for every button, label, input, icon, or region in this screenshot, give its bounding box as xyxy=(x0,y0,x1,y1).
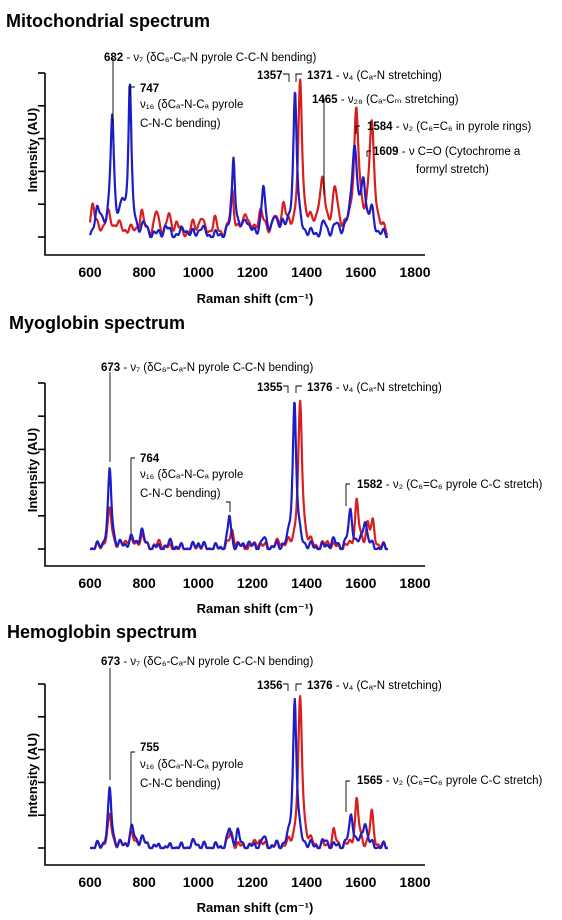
x-tick-label: 1800 xyxy=(399,874,430,890)
x-tick-label: 1200 xyxy=(237,874,268,890)
spectrum-blue-line xyxy=(89,401,389,551)
axis-frame xyxy=(44,73,425,256)
annotation-1584: 1584 - ν₂ (C₆=C₆ in pyrole rings) xyxy=(367,121,531,133)
axis-frame xyxy=(44,383,425,567)
leader-1584 xyxy=(355,125,360,134)
x-tick-label: 600 xyxy=(78,264,102,280)
x-tick-label: 1200 xyxy=(237,575,268,591)
x-tick-label: 1400 xyxy=(291,264,322,280)
leader-747 xyxy=(129,86,135,97)
annotation-1565: 1565 - ν₂ (C₆=C₆ pyrole C-C stretch) xyxy=(357,775,543,787)
leader-1371 xyxy=(295,73,302,82)
x-tick-label: 800 xyxy=(132,264,156,280)
annotation-755-mode: ν₁₆ (δCₐ-N-Cₐ pyrole xyxy=(140,759,243,771)
x-tick-label: 1400 xyxy=(291,575,322,591)
leader-1355 xyxy=(283,385,289,393)
panel-myoglobin: Myoglobin spectrum Intensity (AU) Raman … xyxy=(9,313,543,616)
x-tick-label: 1400 xyxy=(291,874,322,890)
x-tick-label: 1800 xyxy=(399,264,430,280)
annotation-764-mode: ν₁₆ (δCₐ-N-Cₐ pyrole xyxy=(140,469,243,481)
spectra xyxy=(89,399,389,551)
spectrum-blue-line xyxy=(89,697,389,850)
annotation-747-desc: C-N-C bending) xyxy=(140,118,221,130)
annotation-755-value: 755 xyxy=(140,742,160,754)
spectra xyxy=(88,78,389,239)
x-tick-label: 600 xyxy=(78,575,102,591)
annotation-673: 673 - ν₇ (δC₆-Cₐ-N pyrole C-C-N bending) xyxy=(101,656,313,668)
annotation-764-desc: C-N-C bending) xyxy=(140,488,221,500)
leader-764 xyxy=(130,457,135,533)
panel-title: Hemoglobin spectrum xyxy=(7,622,197,642)
spectrum-blue-line xyxy=(88,83,389,239)
y-axis-label: Intensity (AU) xyxy=(25,428,40,513)
x-tick-label: 1600 xyxy=(345,874,376,890)
annotation-1356: 1356 xyxy=(257,680,283,692)
panel-mitochondrial: Mitochondrial spectrum Intensity (AU) Ra… xyxy=(6,11,531,306)
x-tick-label: 1600 xyxy=(345,575,376,591)
leader-1115 xyxy=(226,501,231,512)
annotation-1609-desc: formyl stretch) xyxy=(416,164,489,176)
panel-hemoglobin: Hemoglobin spectrum Intensity (AU) Raman… xyxy=(7,622,543,915)
y-axis-label: Intensity (AU) xyxy=(25,108,40,193)
x-tick-label: 800 xyxy=(132,874,156,890)
annotation-1609: 1609 - ν C=O (Cytochrome a xyxy=(373,146,521,158)
annotation-1371: 1371 - ν₄ (Cₐ-N stretching) xyxy=(307,70,442,82)
leader-1565 xyxy=(345,780,350,812)
x-tick-labels: 600 800 1000 1200 1400 1600 1800 xyxy=(78,575,430,591)
x-tick-labels: 600 800 1000 1200 1400 1600 1800 xyxy=(78,874,430,890)
leader-1376 xyxy=(295,385,302,393)
y-ticks xyxy=(38,382,45,550)
y-axis-label: Intensity (AU) xyxy=(25,733,40,818)
annotation-755-desc: C-N-C bending) xyxy=(140,778,221,790)
y-ticks xyxy=(38,683,45,849)
leader-1356 xyxy=(283,683,289,691)
x-axis-label: Raman shift (cm⁻¹) xyxy=(197,900,314,915)
x-tick-label: 800 xyxy=(132,575,156,591)
annotation-1355: 1355 xyxy=(257,382,283,394)
x-tick-label: 1000 xyxy=(183,575,214,591)
x-axis-label: Raman shift (cm⁻¹) xyxy=(197,291,314,306)
leader-1376 xyxy=(295,683,302,691)
annotation-1376: 1376 - ν₄ (Cₐ-N stretching) xyxy=(307,680,442,692)
x-axis-label: Raman shift (cm⁻¹) xyxy=(197,601,314,616)
x-tick-label: 1800 xyxy=(399,575,430,591)
x-tick-label: 1200 xyxy=(237,264,268,280)
annotation-682: 682 - ν₇ (δC₆-Cₐ-N pyrole C-C-N bending) xyxy=(104,52,316,64)
y-ticks xyxy=(38,72,45,238)
panel-title: Mitochondrial spectrum xyxy=(6,11,210,31)
annotation-1357: 1357 xyxy=(257,70,283,82)
annotation-747-mode: ν₁₆ (δCₐ-N-Cₐ pyrole xyxy=(140,99,243,111)
axis-frame xyxy=(44,684,425,866)
annotation-1376: 1376 - ν₄ (Cₐ-N stretching) xyxy=(307,382,442,394)
annotation-764-value: 764 xyxy=(140,453,160,465)
x-tick-labels: 600 800 1000 1200 1400 1600 1800 xyxy=(78,264,430,280)
annotation-673: 673 - ν₇ (δC₆-Cₐ-N pyrole C-C-N bending) xyxy=(101,362,313,374)
leader-1582 xyxy=(345,483,350,506)
x-tick-label: 1000 xyxy=(183,264,214,280)
annotation-1582: 1582 - ν₂ (C₆=C₆ pyrole C-C stretch) xyxy=(357,479,543,491)
spectrum-red-line xyxy=(89,695,389,850)
spectra xyxy=(89,695,389,850)
x-tick-label: 600 xyxy=(78,874,102,890)
leader-1357 xyxy=(283,73,290,82)
leader-755 xyxy=(130,751,135,826)
panel-title: Myoglobin spectrum xyxy=(9,313,185,333)
x-tick-label: 1000 xyxy=(183,874,214,890)
annotation-1465: 1465 - ν₂₈ (Cₐ-Cₘ stretching) xyxy=(312,94,459,106)
x-tick-label: 1600 xyxy=(345,264,376,280)
leader-1609 xyxy=(366,150,371,157)
annotation-747-value: 747 xyxy=(140,83,159,95)
